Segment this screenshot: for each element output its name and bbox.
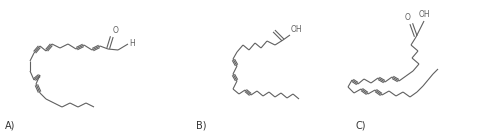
Text: A): A) <box>5 121 15 131</box>
Text: C): C) <box>355 121 366 131</box>
Text: B): B) <box>196 121 206 131</box>
Text: H: H <box>129 39 135 48</box>
Text: OH: OH <box>418 10 430 19</box>
Text: O: O <box>405 13 411 22</box>
Text: O: O <box>113 26 119 35</box>
Text: OH: OH <box>291 25 302 34</box>
